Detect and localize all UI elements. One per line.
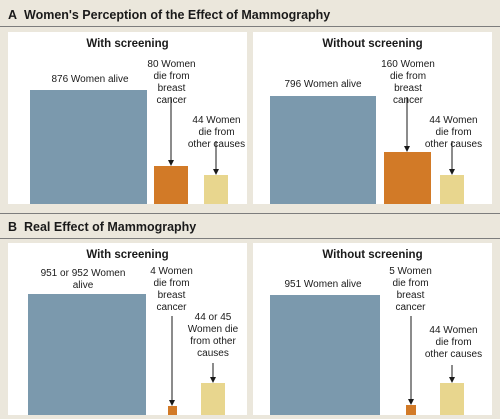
- section-a-title: Women's Perception of the Effect of Mamm…: [24, 8, 331, 22]
- arrow-icon: [168, 97, 219, 175]
- chart-panel-b-with-screening: With screening 951 or 952 Women alive 4 …: [8, 243, 247, 415]
- label-other-cause-deaths: 44 Women die from other causes: [424, 325, 483, 360]
- label-other-cause-deaths: 44 or 45 Women die from other causes: [187, 312, 239, 359]
- arrow-icon: [408, 316, 455, 405]
- section-b-top-rule: [0, 213, 500, 214]
- section-a-letter: A: [8, 8, 18, 22]
- label-women-alive: 951 Women alive: [284, 279, 362, 290]
- arrow-icon: [404, 97, 455, 175]
- chart-panel-b-without-screening: Without screening 951 Women alive 5 Wome…: [253, 243, 492, 415]
- section-b-letter: B: [8, 220, 18, 234]
- bar-breast-cancer-deaths: [154, 166, 188, 204]
- section-b-header: B Real Effect of Mammography: [0, 218, 500, 238]
- chart-panel-a-with-screening: With screening 876 Women alive 80 Women …: [8, 32, 247, 204]
- label-women-alive: 951 or 952 Women alive: [40, 268, 126, 291]
- section-a-header: A Women's Perception of the Effect of Ma…: [0, 6, 500, 26]
- label-breast-cancer-deaths: 4 Women die from breast cancer: [150, 266, 193, 313]
- label-women-alive: 876 Women alive: [51, 74, 129, 85]
- label-women-alive: 796 Women alive: [284, 79, 362, 90]
- bar-breast-cancer-deaths: [168, 406, 177, 415]
- bar-women-alive: [28, 294, 146, 415]
- chart-panel-a-without-screening: Without screening 796 Women alive 160 Wo…: [253, 32, 492, 204]
- bar-breast-cancer-deaths: [406, 405, 416, 415]
- bar-women-alive: [270, 295, 380, 415]
- label-breast-cancer-deaths: 5 Women die from breast cancer: [389, 266, 432, 313]
- label-other-cause-deaths: 44 Women die from other causes: [424, 115, 483, 150]
- panel-title: With screening: [86, 249, 169, 261]
- panel-title: Without screening: [322, 249, 423, 261]
- bar-other-cause-deaths: [440, 383, 464, 415]
- bar-other-cause-deaths: [201, 383, 225, 415]
- label-breast-cancer-deaths: 160 Women die from breast cancer: [381, 59, 435, 106]
- panel-title: With screening: [86, 38, 169, 50]
- section-b-rule: [0, 238, 500, 239]
- arrow-icon: [169, 316, 216, 406]
- section-a-rule: [0, 26, 500, 27]
- bar-other-cause-deaths: [440, 175, 464, 204]
- section-b-title: Real Effect of Mammography: [24, 220, 197, 234]
- bar-women-alive: [270, 96, 376, 204]
- bar-women-alive: [30, 90, 147, 204]
- panel-title: Without screening: [322, 38, 423, 50]
- bar-breast-cancer-deaths: [384, 152, 431, 204]
- bar-other-cause-deaths: [204, 175, 228, 204]
